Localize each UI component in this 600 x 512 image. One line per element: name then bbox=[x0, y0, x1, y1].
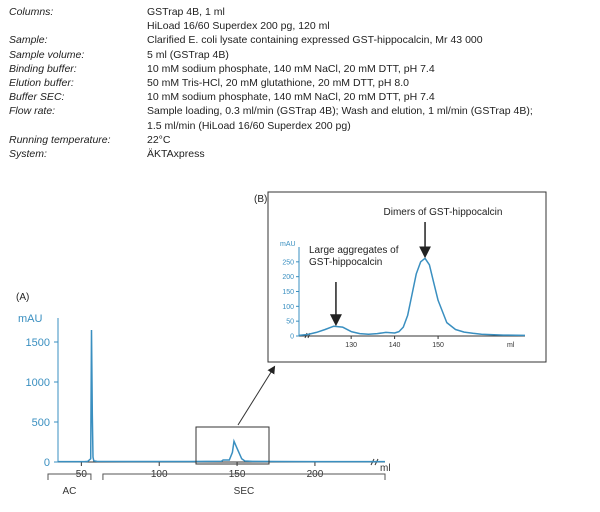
meta-row: System: ÄKTAxpress bbox=[9, 147, 587, 161]
meta-value-line: GSTrap 4B, 1 ml bbox=[147, 6, 225, 18]
panel-b-x-axis-label: ml bbox=[507, 342, 515, 349]
meta-key: Columns: bbox=[9, 6, 54, 18]
meta-value-line: 5 ml (GSTrap 4B) bbox=[147, 48, 229, 61]
y-tick-label: 0 bbox=[44, 457, 50, 469]
region-bracket bbox=[102, 473, 386, 480]
meta-value: 10 mM sodium phosphate, 140 mM NaCl, 20 … bbox=[147, 90, 587, 104]
panel-a-y-axis-label: mAU bbox=[18, 313, 43, 325]
meta-key: Flow rate: bbox=[9, 105, 56, 118]
meta-value-line: Sample loading, 0.3 ml/min (GSTrap 4B); … bbox=[147, 105, 533, 118]
meta-row: Sample volume: 5 ml (GSTrap 4B) bbox=[9, 48, 587, 62]
zoom-arrow bbox=[237, 365, 276, 426]
meta-row: Flow rate: Sample loading, 0.3 ml/min (GS… bbox=[9, 104, 587, 132]
meta-value-line: HiLoad 16/60 Superdex 200 pg, 120 ml bbox=[147, 20, 330, 33]
meta-value: GSTrap 4B, 1 ml HiLoad 16/60 Superdex 200… bbox=[147, 5, 587, 33]
region-label: SEC bbox=[234, 486, 255, 497]
annotation-line: GST-hippocalcin bbox=[309, 257, 382, 268]
region-bracket bbox=[47, 473, 92, 480]
y-tick-label: 200 bbox=[282, 274, 294, 281]
meta-key: Elution buffer: bbox=[9, 77, 74, 90]
meta-value: 5 ml (GSTrap 4B) bbox=[147, 48, 587, 62]
meta-key: System: bbox=[9, 148, 47, 161]
meta-row: Sample: Clarified E. coli lysate containi… bbox=[9, 33, 587, 47]
panel-b-plot: 0 50 100 150 200 250 130 140 150 Large aggregates… bbox=[282, 207, 526, 349]
x-tick-label: 140 bbox=[389, 342, 401, 349]
annotation-aggregates: Large aggregates of GST-hippocalcin bbox=[309, 245, 399, 268]
panel-b-trace bbox=[298, 257, 526, 337]
y-tick-label: 1000 bbox=[26, 377, 50, 389]
annotation-dimers: Dimers of GST-hippocalcin bbox=[384, 207, 503, 218]
y-tick-label: 100 bbox=[282, 304, 294, 311]
panel-a-trace bbox=[58, 329, 385, 463]
meta-value-line: 10 mM sodium phosphate, 140 mM NaCl, 20 … bbox=[147, 91, 435, 104]
meta-value: Sample loading, 0.3 ml/min (GSTrap 4B); … bbox=[147, 104, 587, 132]
panel-b-y-axis-label: mAU bbox=[280, 241, 296, 248]
y-tick-label: 250 bbox=[282, 259, 294, 266]
method-details: Columns: GSTrap 4B, 1 ml HiLoad 16/60 Supe… bbox=[9, 5, 587, 161]
meta-value-line: 50 mM Tris-HCl, 20 mM glutathione, 20 mM… bbox=[147, 77, 409, 90]
meta-value: Clarified E. coli lysate containing expr… bbox=[147, 33, 587, 47]
meta-value: 10 mM sodium phosphate, 140 mM NaCl, 20 … bbox=[147, 62, 587, 76]
meta-value-line: 1.5 ml/min (HiLoad 16/60 Superdex 200 pg… bbox=[147, 119, 351, 132]
region-label: AC bbox=[63, 486, 77, 497]
panel-a-label: (A) bbox=[16, 292, 29, 303]
annotation-line: Large aggregates of bbox=[309, 245, 399, 256]
meta-row: Elution buffer: 50 mM Tris-HCl, 20 mM glu… bbox=[9, 76, 587, 90]
meta-value-line: 10 mM sodium phosphate, 140 mM NaCl, 20 … bbox=[147, 62, 435, 75]
meta-value-line: Clarified E. coli lysate containing expr… bbox=[147, 34, 483, 47]
y-tick-label: 1500 bbox=[26, 337, 50, 349]
y-tick-label: 0 bbox=[290, 334, 294, 341]
meta-row: Buffer SEC: 10 mM sodium phosphate, 140 m… bbox=[9, 90, 587, 104]
meta-value-line: ÄKTAxpress bbox=[147, 148, 205, 161]
meta-value: 22°C bbox=[147, 133, 587, 147]
y-tick-label: 50 bbox=[286, 319, 294, 326]
x-tick-label: 150 bbox=[432, 342, 444, 349]
meta-value-line: 22°C bbox=[147, 133, 171, 146]
x-tick-label: 130 bbox=[345, 342, 357, 349]
meta-key: Binding buffer: bbox=[9, 62, 77, 75]
zoom-region-box bbox=[195, 426, 270, 465]
meta-key: Running temperature: bbox=[9, 133, 111, 146]
meta-key: Sample volume: bbox=[9, 48, 85, 61]
meta-row: Running temperature: 22°C bbox=[9, 133, 587, 147]
y-tick-label: 150 bbox=[282, 289, 294, 296]
meta-row: Columns: GSTrap 4B, 1 ml HiLoad 16/60 Supe… bbox=[9, 5, 587, 33]
y-tick-label: 500 bbox=[32, 417, 50, 429]
panel-b-label: (B) bbox=[254, 194, 267, 205]
panel-a-x-axis-label: ml bbox=[380, 463, 391, 474]
meta-row: Binding buffer: 10 mM sodium phosphate, 1… bbox=[9, 62, 587, 76]
meta-value: 50 mM Tris-HCl, 20 mM glutathione, 20 mM… bbox=[147, 76, 587, 90]
meta-key: Sample: bbox=[9, 34, 48, 47]
meta-key: Buffer SEC: bbox=[9, 91, 65, 104]
meta-value: ÄKTAxpress bbox=[147, 147, 587, 161]
